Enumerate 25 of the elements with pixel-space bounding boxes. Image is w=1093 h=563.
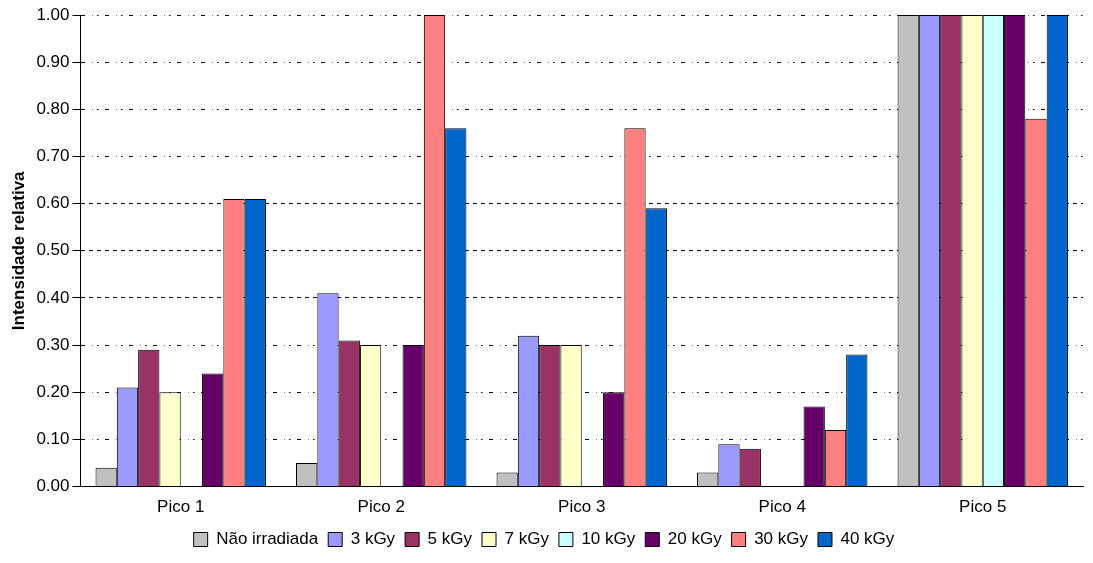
x-tick-label: Pico 5	[959, 497, 1007, 517]
legend-label: 7 kGy	[504, 529, 550, 549]
legend-label: 5 kGy	[427, 529, 473, 549]
legend-label: 10 kGy	[581, 529, 636, 549]
y-tick-label: 1.00	[36, 4, 70, 24]
y-tick-label: 0.90	[36, 51, 70, 71]
y-tick-label: 0.40	[36, 287, 70, 307]
y-tick-label: 0.50	[36, 240, 70, 260]
y-tick-label: 0.30	[36, 334, 70, 354]
y-tick-label: 0.80	[36, 99, 70, 119]
legend-label: 30 kGy	[754, 529, 809, 549]
x-tick-label: Pico 1	[157, 497, 205, 517]
x-tick-label: Pico 4	[758, 497, 806, 517]
y-axis-title: Intensidade relativa	[8, 170, 28, 331]
y-tick-label: 0.20	[36, 381, 70, 401]
legend-label: 40 kGy	[840, 529, 895, 549]
y-tick-label: 0.10	[36, 429, 70, 449]
legend-label: Não irradiada	[216, 529, 319, 549]
y-tick-label: 0.60	[36, 193, 70, 213]
x-tick-label: Pico 3	[558, 497, 606, 517]
y-tick-label: 0.70	[36, 146, 70, 166]
y-tick-label: 0.00	[36, 476, 70, 496]
legend-label: 3 kGy	[350, 529, 396, 549]
legend-label: 20 kGy	[667, 529, 723, 549]
x-tick-label: Pico 2	[357, 497, 405, 517]
